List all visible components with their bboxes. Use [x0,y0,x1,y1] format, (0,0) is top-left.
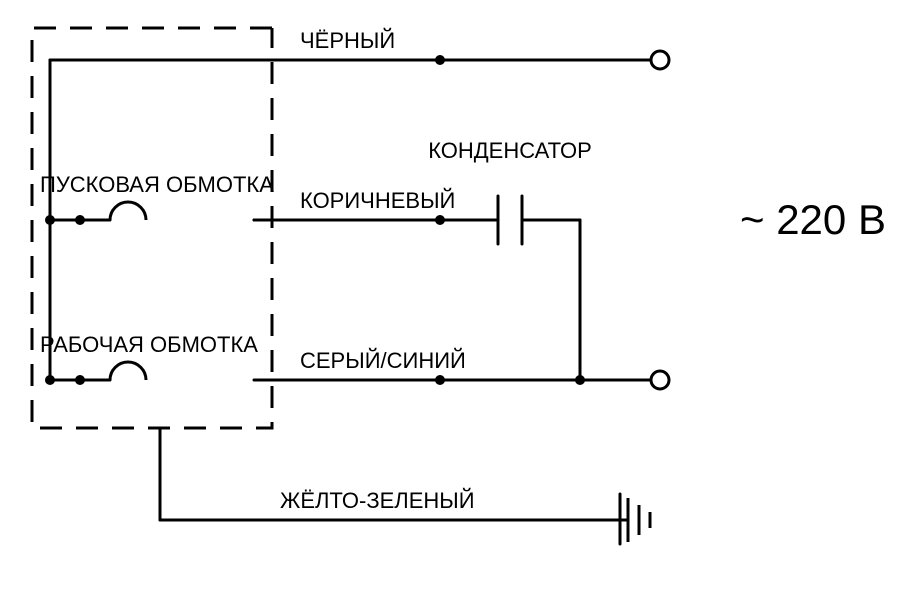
inductor-icon [110,362,146,380]
junction-dot [75,215,85,225]
label-gray-blue: СЕРЫЙ/СИНИЙ [300,348,466,373]
junction-dot [435,55,445,65]
label-yellow-green: ЖЁЛТО-ЗЕЛЕНЫЙ [280,488,475,513]
junction-dot [75,375,85,385]
terminal [651,51,669,69]
label-black: ЧЁРНЫЙ [300,28,395,53]
junction-dot [45,375,55,385]
terminal [651,371,669,389]
inductor-icon [110,202,146,220]
junction-dot [575,375,585,385]
label-voltage: ~ 220 В [740,196,886,243]
label-capacitor: КОНДЕНСАТОР [428,138,592,163]
label-run-winding: РАБОЧАЯ ОБМОТКА [40,332,258,357]
label-brown: КОРИЧНЕВЫЙ [300,188,455,213]
label-start-winding: ПУСКОВАЯ ОБМОТКА [40,172,274,197]
junction-dot [435,375,445,385]
schematic-svg: ЧЁРНЫЙ ПУСКОВАЯ ОБМОТКА КОРИЧНЕВЫЙ КОНДЕНСА… [0,0,908,600]
